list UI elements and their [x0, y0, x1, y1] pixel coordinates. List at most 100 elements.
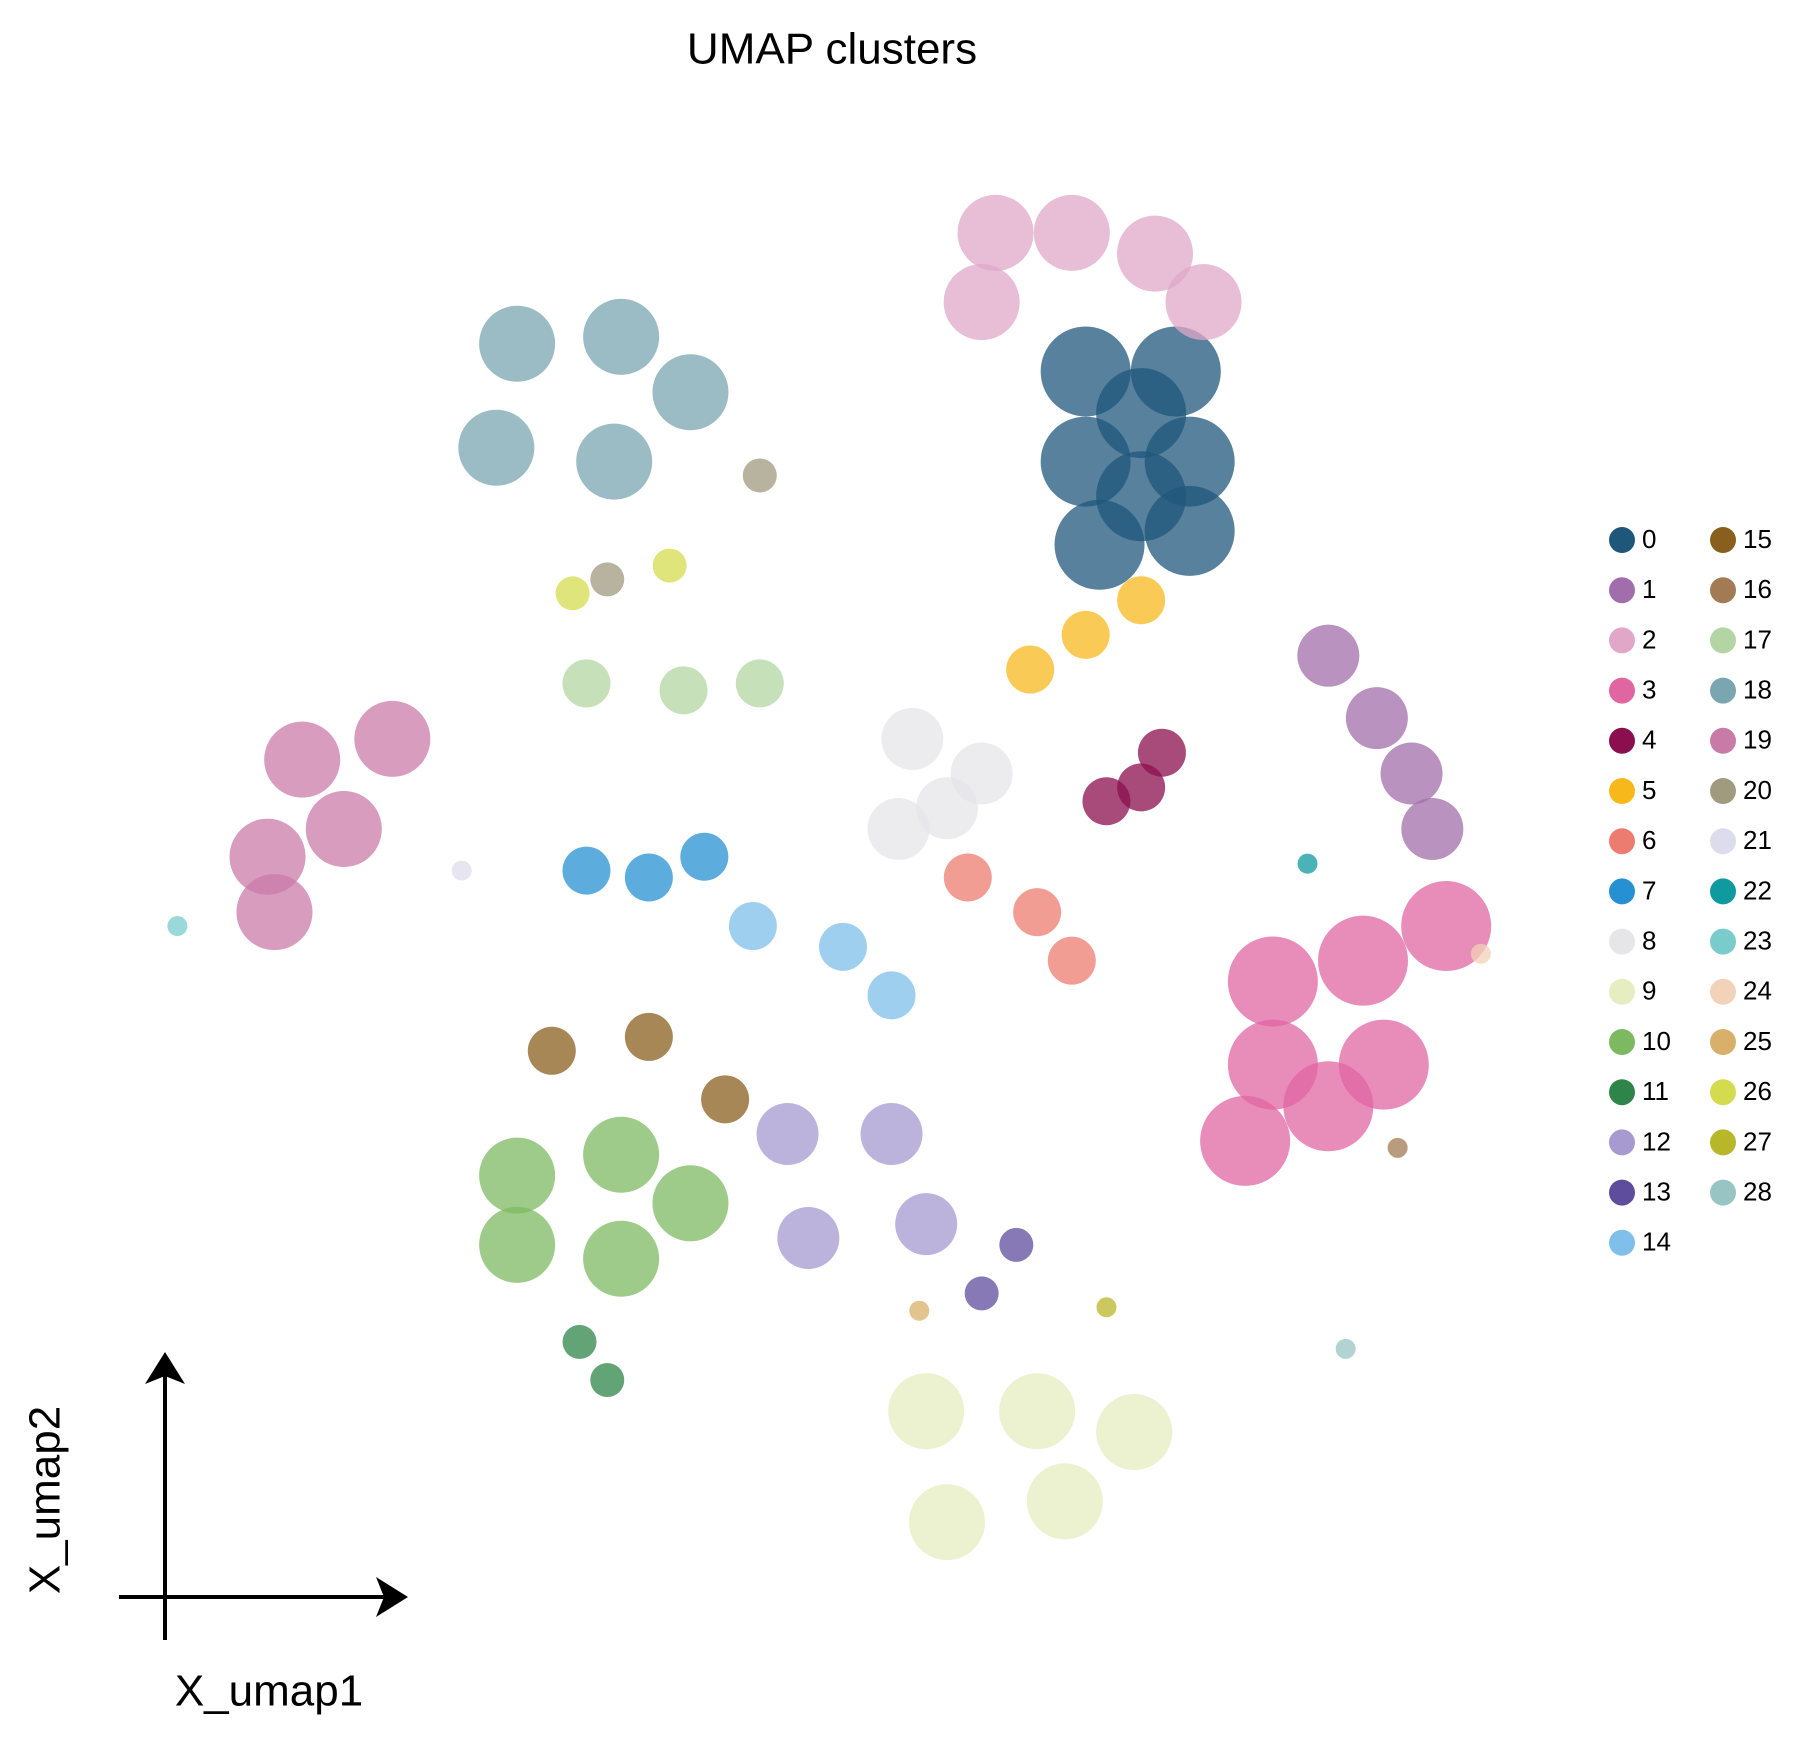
cluster-point — [229, 818, 306, 895]
legend-label: 28 — [1743, 1176, 1772, 1206]
cluster-point — [527, 1026, 576, 1075]
legend-marker — [1710, 1129, 1736, 1156]
legend-label: 12 — [1642, 1126, 1671, 1156]
cluster-point — [888, 1373, 965, 1450]
legend-label: 6 — [1642, 825, 1656, 855]
legend-label: 23 — [1743, 925, 1772, 955]
legend-marker — [1609, 627, 1635, 654]
legend-marker — [1710, 928, 1736, 955]
legend-marker — [1710, 627, 1736, 654]
cluster-point — [943, 264, 1020, 341]
legend-marker — [1609, 1129, 1635, 1156]
legend-marker — [1609, 1029, 1635, 1055]
cluster-point — [236, 874, 313, 951]
cluster-point — [1096, 1394, 1173, 1471]
cluster-point — [1200, 1095, 1291, 1186]
legend-label: 2 — [1642, 624, 1656, 654]
cluster-point — [1026, 1463, 1103, 1540]
legend-label: 26 — [1743, 1076, 1772, 1106]
legend-label: 10 — [1642, 1026, 1671, 1056]
cluster-point — [562, 846, 611, 895]
cluster-point — [305, 790, 382, 867]
cluster-point — [1096, 368, 1187, 459]
cluster-point — [590, 562, 625, 597]
legend-marker — [1710, 878, 1736, 905]
cluster-point — [1137, 728, 1186, 777]
legend-marker — [1609, 978, 1635, 1005]
cluster-point — [1283, 1061, 1374, 1152]
cluster-point — [562, 1324, 597, 1359]
cluster-point — [950, 742, 1013, 805]
cluster-point — [555, 576, 590, 611]
legend-label: 14 — [1642, 1227, 1671, 1257]
cluster-point — [1096, 451, 1187, 542]
cluster-point — [1297, 853, 1318, 874]
cluster-point — [1006, 645, 1055, 694]
y-axis-label: X_umap2 — [21, 1406, 70, 1594]
cluster-point — [1345, 687, 1408, 750]
cluster-point — [1227, 936, 1318, 1027]
legend-marker — [1710, 727, 1736, 754]
cluster-point — [583, 298, 660, 375]
cluster-point — [354, 700, 431, 777]
plot-area — [167, 194, 1492, 1561]
cluster-point — [479, 1137, 556, 1214]
legend-marker — [1710, 978, 1736, 1005]
cluster-point — [652, 1165, 729, 1242]
legend-label: 0 — [1642, 524, 1656, 554]
cluster-point — [479, 1206, 556, 1283]
cluster-point — [909, 1300, 930, 1321]
cluster-point — [1033, 194, 1110, 271]
legend-marker — [1710, 1079, 1736, 1106]
cluster-point — [1117, 576, 1166, 625]
legend-marker — [1609, 727, 1635, 754]
cluster-point — [264, 721, 341, 798]
legend-label: 11 — [1642, 1076, 1669, 1106]
legend-label: 20 — [1743, 775, 1772, 805]
cluster-point — [1047, 936, 1096, 985]
cluster-point — [590, 1363, 625, 1398]
cluster-point — [1470, 943, 1491, 964]
cluster-point — [1117, 763, 1166, 812]
cluster-point — [1401, 881, 1492, 972]
legend-label: 5 — [1642, 775, 1656, 805]
legend-label: 1 — [1642, 574, 1656, 604]
cluster-point — [1318, 915, 1408, 1006]
legend-label: 16 — [1743, 574, 1772, 604]
cluster-point — [1117, 215, 1193, 292]
cluster-point — [562, 659, 611, 708]
cluster-point — [652, 354, 729, 431]
cluster-point — [1335, 1338, 1356, 1359]
legend-label: 9 — [1642, 976, 1656, 1006]
legend-marker — [1710, 577, 1736, 604]
x-axis-label: X_umap1 — [175, 1667, 363, 1716]
legend-label: 8 — [1642, 925, 1656, 955]
cluster-point — [735, 659, 784, 708]
cluster-point — [742, 458, 777, 493]
legend-label: 17 — [1743, 624, 1772, 654]
legend: 0123456789101112131415161718192021222324… — [1609, 524, 1772, 1257]
legend-label: 25 — [1743, 1026, 1772, 1056]
cluster-point — [964, 1276, 999, 1311]
legend-marker — [1609, 677, 1635, 704]
cluster-point — [652, 548, 687, 583]
legend-marker — [1710, 1179, 1736, 1206]
cluster-point — [1380, 742, 1443, 805]
legend-marker — [1710, 527, 1736, 553]
legend-marker — [1609, 527, 1635, 553]
legend-label: 24 — [1743, 976, 1772, 1006]
legend-marker — [1609, 1229, 1635, 1256]
cluster-point — [777, 1206, 840, 1269]
cluster-point — [701, 1075, 750, 1124]
cluster-point — [957, 194, 1034, 271]
cluster-point — [943, 853, 992, 902]
legend-label: 15 — [1743, 524, 1772, 554]
legend-marker — [1609, 778, 1635, 804]
legend-marker — [1609, 828, 1635, 855]
cluster-point — [756, 1102, 819, 1165]
legend-label: 27 — [1743, 1126, 1772, 1156]
cluster-point — [895, 1193, 958, 1256]
cluster-point — [458, 409, 535, 486]
chart-title: UMAP clusters — [687, 25, 977, 74]
